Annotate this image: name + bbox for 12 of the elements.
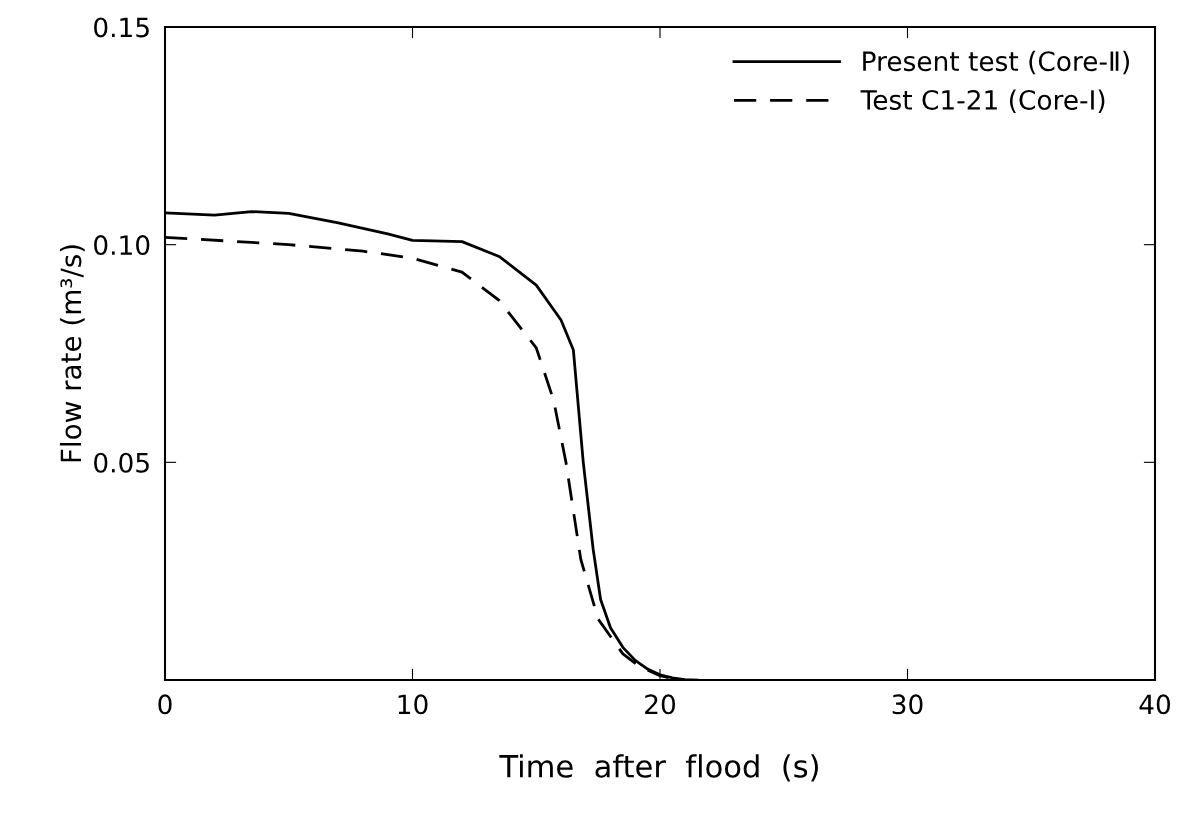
x-tick-label: 0	[158, 694, 172, 715]
x-tick-label: 30	[892, 694, 923, 715]
x-tick-label: 40	[1139, 694, 1171, 715]
y-tick-label: 0.15	[94, 17, 149, 38]
x-axis-title: Time after flood (s)	[499, 754, 818, 782]
y-tick-label: 0.05	[94, 452, 149, 473]
y-axis-title: Flow rate (m³/s)	[59, 245, 85, 462]
legend-label: Present test (Core-Ⅱ)	[863, 50, 1129, 75]
x-tick-label: 10	[398, 694, 428, 715]
y-tick-label: 0.10	[94, 235, 150, 256]
legend-label: Test C1-21 (Core-Ⅰ)	[860, 89, 1105, 114]
x-tick-label: 20	[645, 694, 676, 715]
